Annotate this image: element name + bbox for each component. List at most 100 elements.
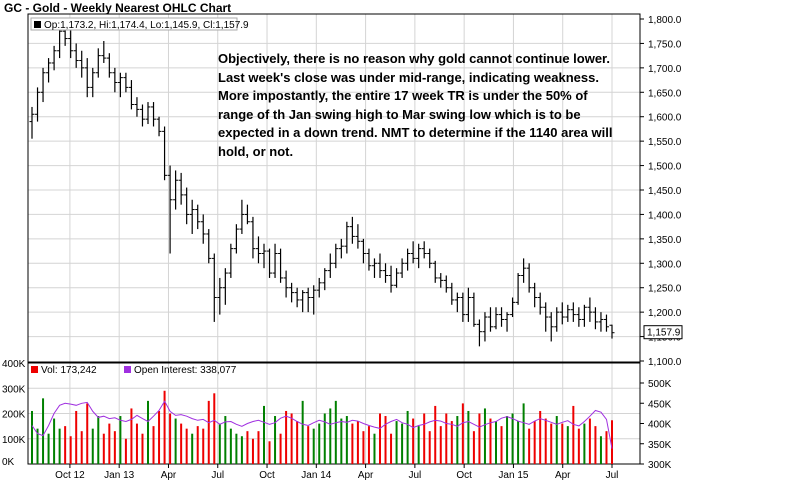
ohlc-bar [548,312,554,342]
date-tick-label: Apr [555,470,571,481]
ohlc-bar [526,263,532,293]
ohlc-bar [338,238,344,259]
volume-bar [240,436,243,464]
ohlc-bar [510,297,516,318]
volume-bar [191,433,194,464]
volume-bar [124,438,127,464]
ohlc-bar [233,224,239,254]
ohlc-bar [465,287,471,322]
volume-bar [86,403,89,464]
price-tick-label: 1,800.0 [648,15,682,26]
price-tick-label: 1,300.0 [648,259,682,270]
ohlc-bar [587,297,593,322]
ohlc-bar [570,302,576,322]
volume-bar [517,421,520,464]
volume-bar [594,426,597,464]
ohlc-bar [609,324,615,339]
ohlc-bar [51,45,57,71]
ohlc-bar [79,50,85,78]
ohlc-bar [360,238,366,264]
date-tick-label: Jan 13 [104,470,134,481]
volume-bar [445,413,448,464]
volume-bar [285,410,288,464]
price-tick-label: 1,450.0 [648,186,682,197]
volume-bar [235,433,238,464]
volume-bar [500,426,503,464]
date-tick-label: Oct [456,470,472,481]
ohlc-bar [327,253,333,278]
volume-bar [428,431,431,464]
ohlc-bar [162,126,168,181]
volume-bar [461,403,464,464]
volume-bar [384,416,387,464]
vol-legend-swatch [31,366,38,373]
ohlc-bar [46,58,52,83]
volume-bar [301,400,304,464]
volume-bar [506,416,509,464]
volume-bar [307,426,310,464]
ohlc-bar [139,104,145,127]
volume-bar [390,433,393,464]
ohlc-bar [305,287,311,313]
volume-bar [577,428,580,464]
date-axis: Oct 12 Jan 13 Apr Jul Oct Jan 14 Apr Jul Oct Jan … [55,464,618,481]
volume-bar [329,408,332,464]
volume-bar [91,428,94,464]
volume-bar [102,433,105,464]
ohlc-bar [151,102,157,127]
date-tick-label: Jan 14 [301,470,331,481]
volume-bar [362,431,365,464]
ohlc-bar [476,319,482,347]
ohlc-bar [554,307,560,332]
volume-bar [555,416,558,464]
ohlc-bar [559,302,565,325]
ohlc-bar [200,214,206,244]
ohlc-bar [184,187,190,225]
ohlc-bar [460,292,466,322]
volume-bar [296,421,299,464]
ohlc-bar [29,106,35,139]
ohlc-bar [537,292,543,315]
ohlc-bar [565,304,571,322]
volume-bar [373,433,376,464]
ohlc-bar [145,102,151,125]
ohlc-bar [173,170,179,210]
ohlc-bar [427,248,433,269]
ohlc-bar [128,80,134,110]
volume-bar [334,400,337,464]
volume-bar [251,438,254,464]
ohlc-bar [504,312,510,332]
ohlc-bar [228,243,234,278]
oi-legend-text: Open Interest: 338,077 [134,365,237,376]
volume-bar [257,431,260,464]
volume-bar [434,405,437,464]
ohlc-bar [73,43,79,68]
volume-bars [31,390,613,464]
volume-bar [207,400,210,464]
last-price-marker: 1,157.9 [643,325,683,340]
ohlc-bar [283,270,289,298]
ohlc-bar [443,275,449,293]
volume-bar [450,421,453,464]
ohlc-bar [289,282,295,303]
ohlc-bar [515,273,521,305]
volume-bar [605,431,608,464]
date-tick-label: Oct [259,470,275,481]
ohlc-bar [239,199,245,234]
oi-tick-label: 500K [648,379,672,390]
ohlc-bar [487,307,493,332]
ohlc-bar [598,312,604,332]
volume-bar [290,413,293,464]
volume-bar [318,423,321,464]
ohlc-bar [90,67,96,98]
price-tick-label: 1,400.0 [648,210,682,221]
volume-bar [528,428,531,464]
price-tick-label: 1,200.0 [648,308,682,319]
price-tick-label: 1,700.0 [648,64,682,75]
volume-bar [53,418,56,464]
price-tick-label: 1,100.0 [648,357,682,368]
ohlc-bar [267,248,273,278]
ohlc-bar [416,243,422,269]
last-price-label: 1,157.9 [647,328,681,339]
ohlc-bar [294,287,300,308]
